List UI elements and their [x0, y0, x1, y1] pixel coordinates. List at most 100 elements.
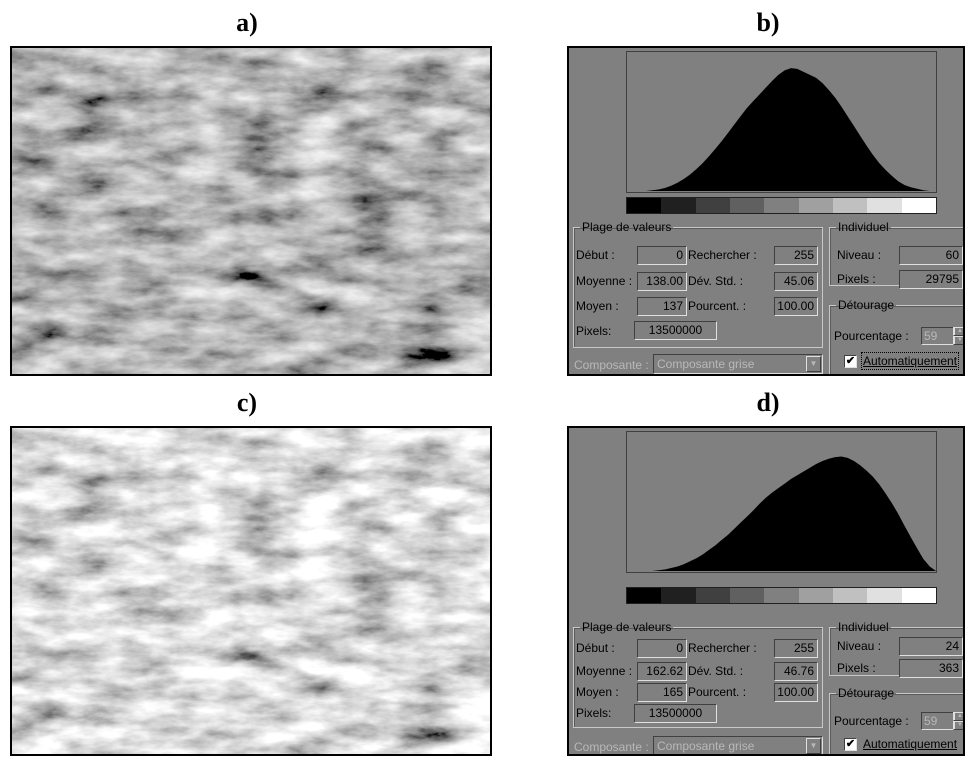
- range-group-d: Plage de valeurs: [573, 620, 823, 728]
- level-value: 60: [899, 246, 963, 265]
- ramp-swatch: [627, 588, 662, 603]
- ramp-swatch: [695, 588, 730, 603]
- component-label: Composante :: [574, 358, 649, 372]
- clipping-group-b: Détourage: [829, 298, 963, 374]
- individual-group-label: Individuel: [838, 620, 889, 634]
- gray-ramp-b: [626, 197, 937, 214]
- panel-label-b: b): [756, 8, 780, 37]
- level-pixels-label: Pixels :: [837, 272, 876, 286]
- std-label: Dév. Std. :: [688, 664, 744, 678]
- ramp-swatch: [661, 588, 696, 603]
- auto-checkbox-label[interactable]: Automatiquement: [863, 737, 958, 751]
- pixels-value: 13500000: [634, 321, 717, 340]
- search-label: Rechercher :: [688, 641, 757, 655]
- percentage-label: Pourcentage :: [834, 714, 909, 728]
- ramp-swatch: [764, 198, 799, 213]
- ramp-swatch: [695, 198, 730, 213]
- component-select-value: Composante grise: [657, 357, 755, 371]
- ramp-swatch: [901, 198, 936, 213]
- panel-label-c: c): [236, 388, 258, 417]
- start-label: Début :: [576, 248, 615, 262]
- auto-checkbox[interactable]: ✔: [844, 738, 857, 751]
- panel-label-a: a): [236, 8, 258, 37]
- percent-value: 100.00: [774, 297, 818, 316]
- clipping-group-label: Détourage: [838, 298, 895, 312]
- mean-label: Moyenne :: [576, 664, 633, 678]
- percentage-label: Pourcentage :: [834, 329, 909, 343]
- search-label: Rechercher :: [688, 248, 757, 262]
- clipping-group-label: Détourage: [838, 686, 895, 700]
- spin-down-icon[interactable]: ▼: [953, 721, 963, 730]
- ramp-swatch: [867, 588, 902, 603]
- component-select-value: Composante grise: [657, 739, 755, 753]
- auto-checkbox[interactable]: ✔: [844, 355, 857, 368]
- histogram-plot-d: [626, 431, 937, 573]
- ramp-swatch: [901, 588, 936, 603]
- percentage-spinner[interactable]: ▲ ▼: [953, 712, 963, 730]
- ramp-swatch: [832, 198, 868, 213]
- ramp-swatch: [661, 198, 696, 213]
- histogram-plot-b: [626, 51, 937, 193]
- percent-label: Pourcent. :: [688, 685, 747, 699]
- median-value: 165: [637, 683, 687, 702]
- median-value: 137: [637, 297, 687, 316]
- level-pixels-value: 29795: [899, 270, 963, 289]
- level-value: 24: [899, 637, 963, 656]
- component-select[interactable]: Composante grise ▼: [653, 354, 823, 374]
- median-label: Moyen :: [576, 299, 619, 313]
- start-value: 0: [637, 639, 687, 658]
- percent-label: Pourcent. :: [688, 299, 747, 313]
- ramp-swatch: [627, 198, 662, 213]
- start-label: Début :: [576, 641, 615, 655]
- percent-value: 100.00: [774, 683, 818, 702]
- mean-value: 162.62: [637, 662, 687, 681]
- spin-up-icon[interactable]: ▲: [953, 327, 963, 336]
- ramp-swatch: [867, 198, 902, 213]
- component-select[interactable]: Composante grise ▼: [653, 736, 823, 754]
- percentage-input[interactable]: 59: [921, 712, 955, 730]
- auto-checkbox-label[interactable]: Automatiquement: [860, 352, 960, 370]
- individual-group-d: Individuel: [829, 620, 963, 676]
- pixels-label: Pixels:: [576, 324, 612, 338]
- std-label: Dév. Std. :: [688, 274, 744, 288]
- level-pixels-label: Pixels :: [837, 661, 876, 675]
- median-label: Moyen :: [576, 685, 619, 699]
- individual-group-label: Individuel: [838, 220, 889, 234]
- histogram-area-d: [627, 456, 936, 572]
- search-value: 255: [774, 246, 818, 265]
- ramp-swatch: [729, 588, 765, 603]
- individual-group-b: Individuel: [829, 220, 963, 286]
- spin-down-icon[interactable]: ▼: [953, 336, 963, 345]
- chevron-down-icon[interactable]: ▼: [806, 738, 821, 754]
- start-value: 0: [637, 246, 687, 265]
- ramp-swatch: [798, 198, 833, 213]
- ramp-swatch: [764, 588, 799, 603]
- range-group-label: Plage de valeurs: [582, 220, 672, 234]
- gray-ramp-d: [626, 587, 937, 604]
- level-pixels-value: 363: [899, 659, 963, 678]
- mean-label: Moyenne :: [576, 274, 633, 288]
- percentage-input[interactable]: 59: [921, 327, 955, 345]
- std-value: 46.76: [774, 662, 818, 681]
- chevron-down-icon[interactable]: ▼: [806, 356, 821, 372]
- range-group-b: Plage de valeurs: [573, 220, 823, 348]
- histogram-dialog-b: Plage de valeurs Début : 0 Rechercher : …: [567, 46, 965, 376]
- histogram-area-b: [627, 68, 936, 192]
- std-value: 45.06: [774, 272, 818, 291]
- level-label: Niveau :: [837, 248, 882, 262]
- component-label: Composante :: [574, 740, 649, 754]
- ramp-swatch: [798, 588, 833, 603]
- mean-value: 138.00: [637, 272, 687, 291]
- histogram-dialog-d: Plage de valeurs Début : 0 Rechercher : …: [567, 426, 965, 756]
- rock-photo-enhanced: [10, 426, 492, 756]
- range-group-label: Plage de valeurs: [582, 620, 672, 634]
- percentage-spinner[interactable]: ▲ ▼: [953, 327, 963, 345]
- clipping-group-d: Détourage: [829, 686, 963, 754]
- spin-up-icon[interactable]: ▲: [953, 712, 963, 721]
- search-value: 255: [774, 639, 818, 658]
- pixels-value: 13500000: [634, 704, 717, 723]
- rock-photo-original: [10, 46, 492, 376]
- ramp-swatch: [832, 588, 868, 603]
- panel-label-d: d): [756, 388, 780, 417]
- ramp-swatch: [729, 198, 765, 213]
